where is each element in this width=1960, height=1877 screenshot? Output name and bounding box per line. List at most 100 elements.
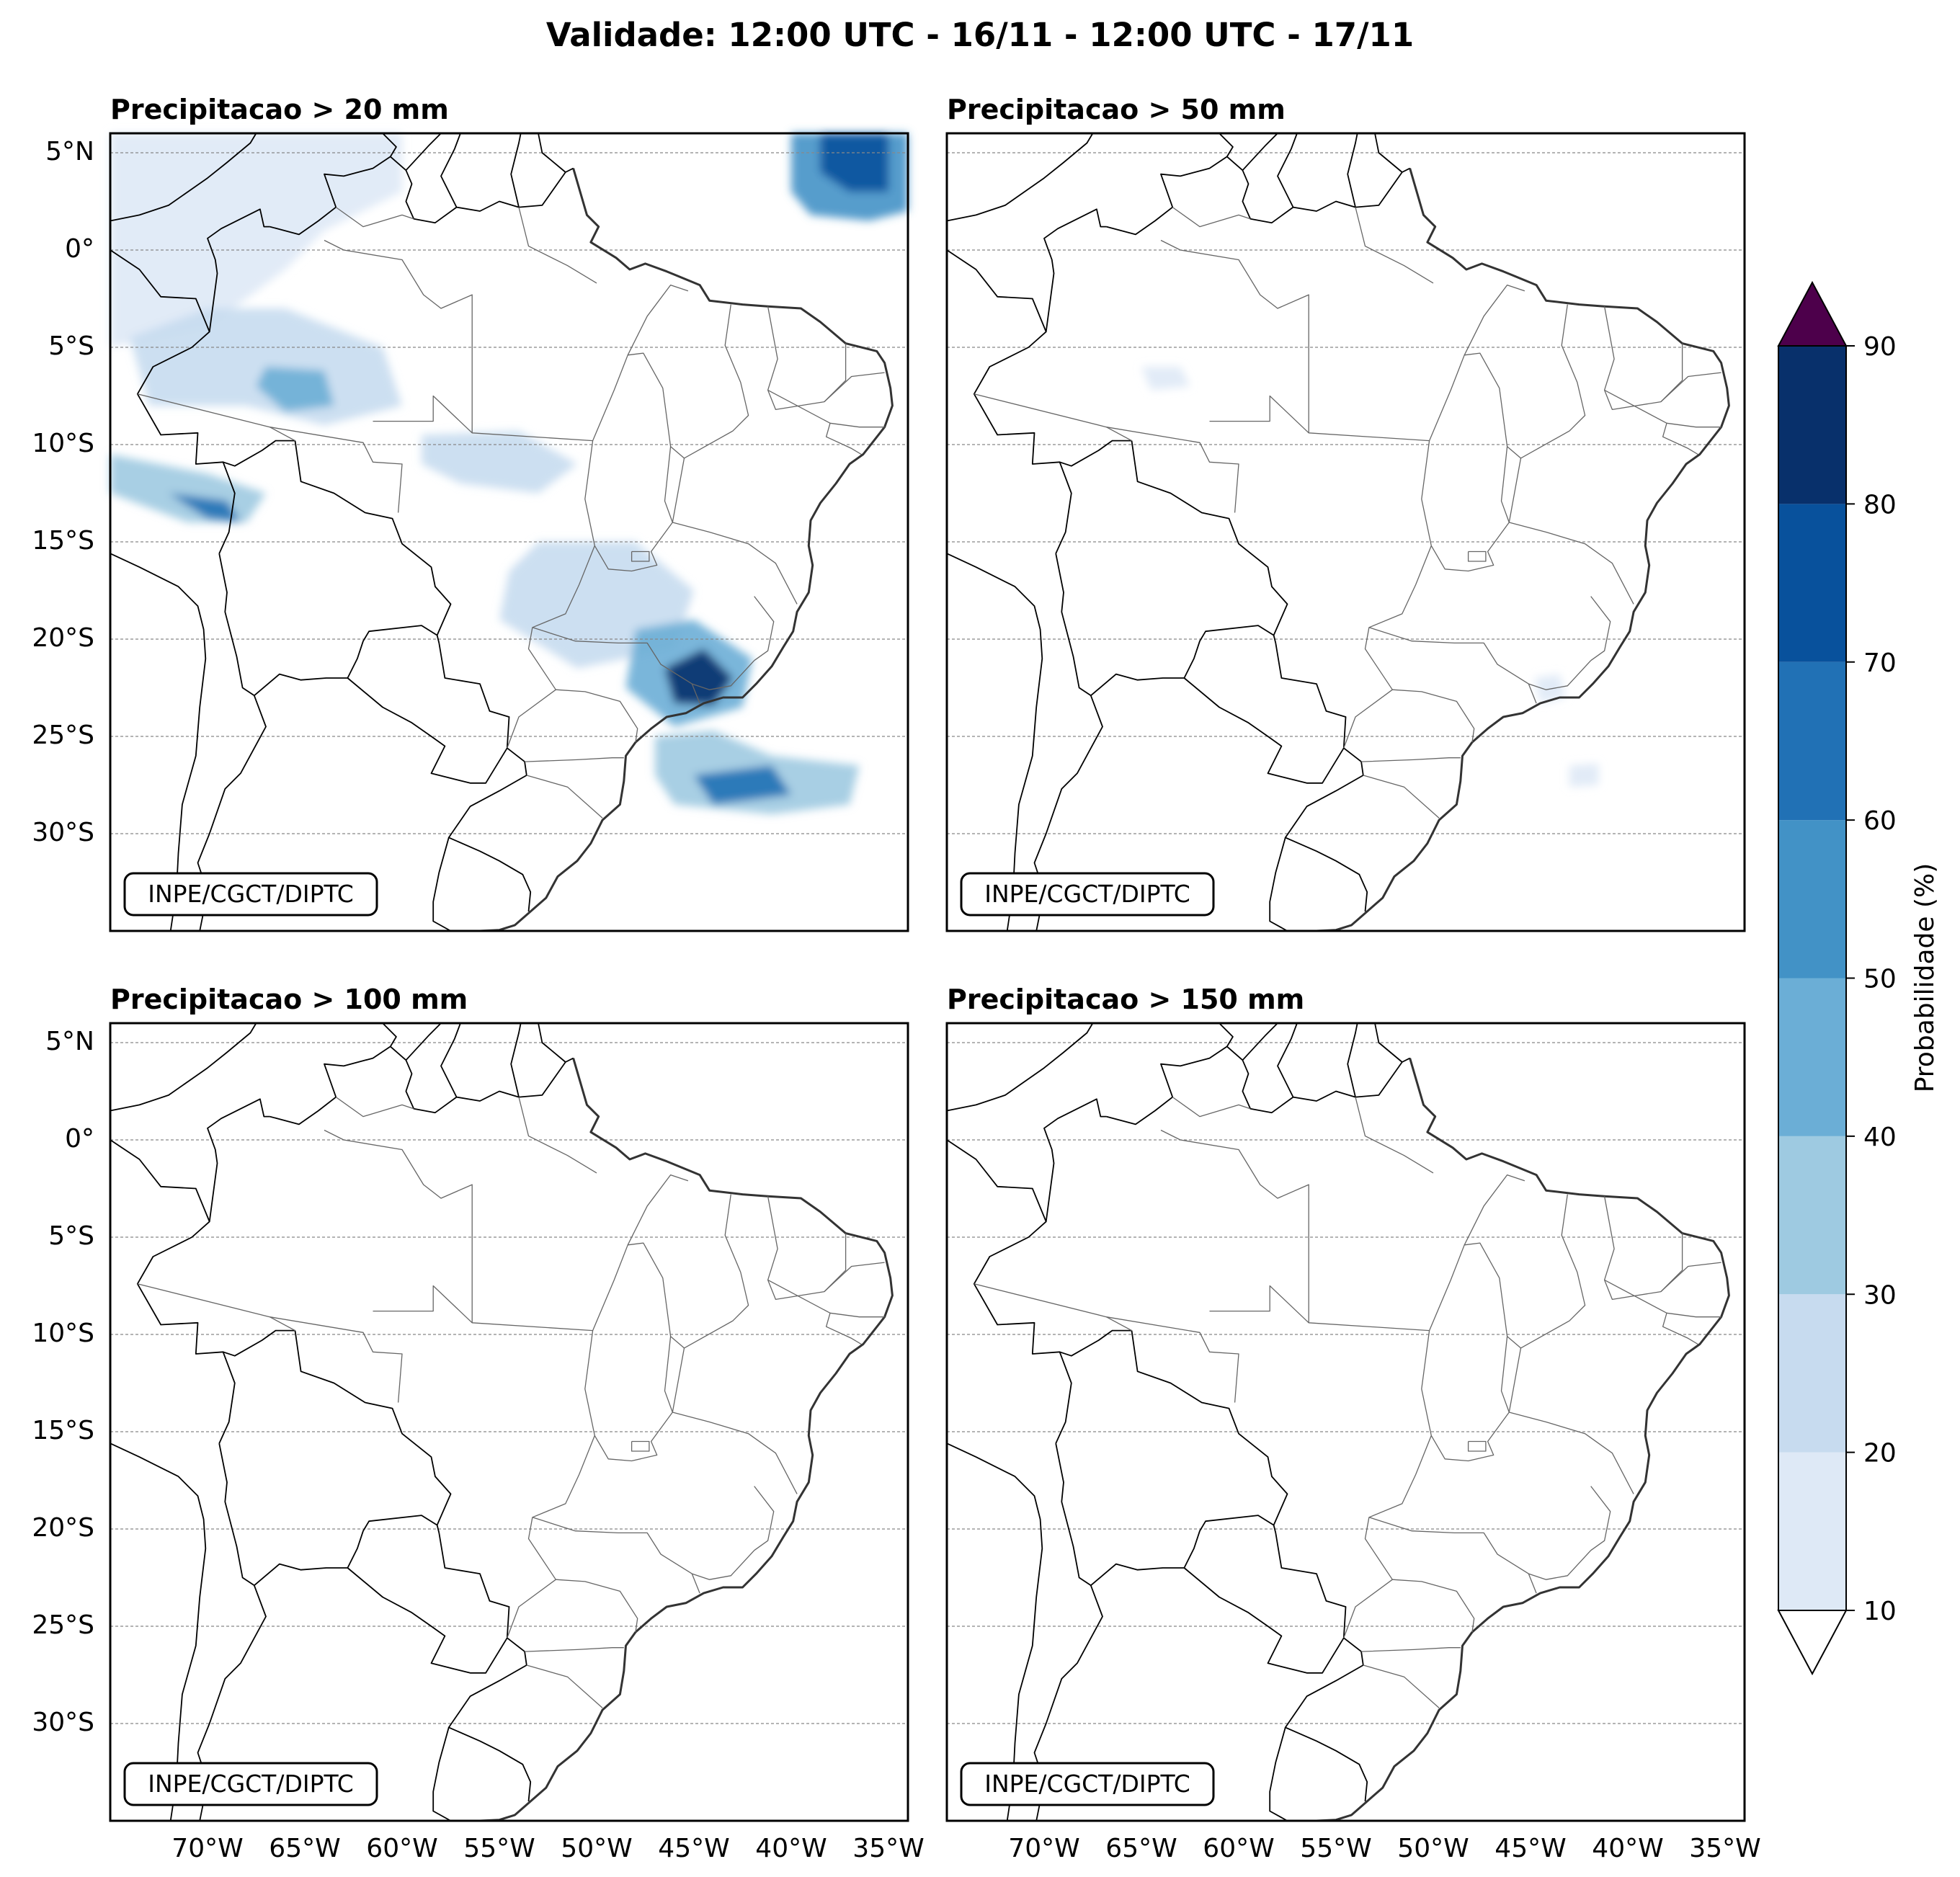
credit-box: INPE/CGCT/DIPTC [123,1762,378,1806]
gridlines [947,1042,1745,1724]
state-border [1429,1242,1510,1462]
state-border [754,596,775,661]
country-border [110,1022,257,1112]
country-border [270,133,397,236]
country-border [1242,133,1278,171]
state-border [1660,1262,1721,1293]
state-border [1160,239,1309,433]
state-border [767,306,847,411]
country-border [270,1022,397,1125]
gridlines [110,152,908,834]
state-border [1508,458,1634,605]
country-border [946,1443,1043,1822]
lon-tick-label: 55°W [463,1834,535,1863]
country-border [538,133,566,173]
credit-label: INPE/CGCT/DIPTC [148,880,354,908]
colorbar-segment [1778,978,1846,1136]
credit-box: INPE/CGCT/DIPTC [123,872,378,917]
lat-tick-label: 5°N [45,137,94,166]
country-border [946,133,1094,222]
lon-tick-label: 40°W [755,1834,827,1863]
lat-tick-label: 5°N [45,1027,94,1056]
state-border [1603,1196,1683,1301]
country-border [347,677,508,784]
country-border [294,440,452,643]
state-border [532,1517,755,1580]
colorbar-label: Probabilidade (%) [1910,863,1940,1093]
state-border [1604,1279,1721,1318]
state-border [1662,423,1698,455]
state-border [526,775,603,819]
state-border [631,1440,650,1452]
state-border [1209,1285,1430,1332]
gridlines [110,1042,908,1724]
country-border [294,1330,452,1533]
lat-tick-label: 20°S [32,1513,94,1543]
country-border [1374,133,1403,173]
country-border [110,1443,207,1822]
precip-layer [110,133,908,814]
state-border [1528,683,1537,704]
lat-labels: 5°N 0° 5°S 10°S 15°S 20°S 25°S 30°S [32,1027,94,1737]
colorbar-segment [1778,820,1846,978]
colorbar-segment [1778,661,1846,821]
state-border [1172,207,1251,228]
state-border [1604,389,1721,428]
state-border [627,1174,689,1246]
state-border [1368,627,1592,690]
lat-tick-label: 25°S [32,1610,94,1640]
country-border [1183,1567,1345,1674]
state-border [1662,1313,1698,1345]
country-border [1033,1443,1103,1822]
country-border [1269,1727,1288,1822]
country-border [1043,1098,1107,1222]
country-border [405,133,442,171]
lat-tick-label: 10°S [32,429,94,458]
lat-tick-label: 30°S [32,1708,94,1737]
country-border [347,1567,508,1674]
state-border [1355,207,1434,284]
lon-labels: 70°W 65°W 60°W 55°W 50°W 45°W 40°W 35°W [172,1834,924,1863]
lat-tick-label: 5°S [48,331,94,361]
country-border [347,625,438,679]
colorbar-segment [1778,504,1846,662]
coastline [1316,168,1730,932]
state-border [767,1196,847,1301]
state-border [1528,1573,1537,1594]
state-border [1363,775,1440,819]
colorbar-segment [1778,346,1846,504]
state-border [1392,1579,1475,1633]
state-border [1343,1330,1432,1639]
coastline [479,1058,894,1822]
colorbar-tick-label: 50 [1863,965,1897,994]
country-border [207,1098,270,1222]
panel-100mm: Precipitacao > 100 mm INPE/CGCT/DIPTC 5°… [32,984,924,1863]
colorbar-tick-label: 10 [1863,1597,1897,1626]
state-border [1172,1097,1251,1118]
state-border [507,1330,595,1639]
state-border [556,1579,638,1633]
lon-tick-label: 55°W [1300,1834,1371,1863]
state-border [824,372,885,403]
state-border [1464,1174,1525,1246]
state-border [373,395,593,442]
map-frame [945,1022,1746,1822]
panel-50mm: Precipitacao > 50 mm INPE/CGCT/DIPTC [945,94,1746,932]
country-borders [946,133,1730,932]
panel-title: Precipitacao > 20 mm [110,94,449,125]
state-border [691,683,700,704]
state-border [525,1647,624,1652]
colorbar-under-arrow [1777,1610,1848,1676]
country-border [1090,673,1185,696]
country-border [1284,747,1368,912]
lon-tick-label: 45°W [658,1834,729,1863]
state-border [631,550,650,562]
precip-area [1141,367,1190,391]
state-border [518,1097,597,1174]
country-border [1131,440,1288,643]
state-border [767,1279,885,1318]
country-border [1106,1022,1234,1125]
country-border [347,1515,438,1569]
state-border [1464,284,1525,356]
